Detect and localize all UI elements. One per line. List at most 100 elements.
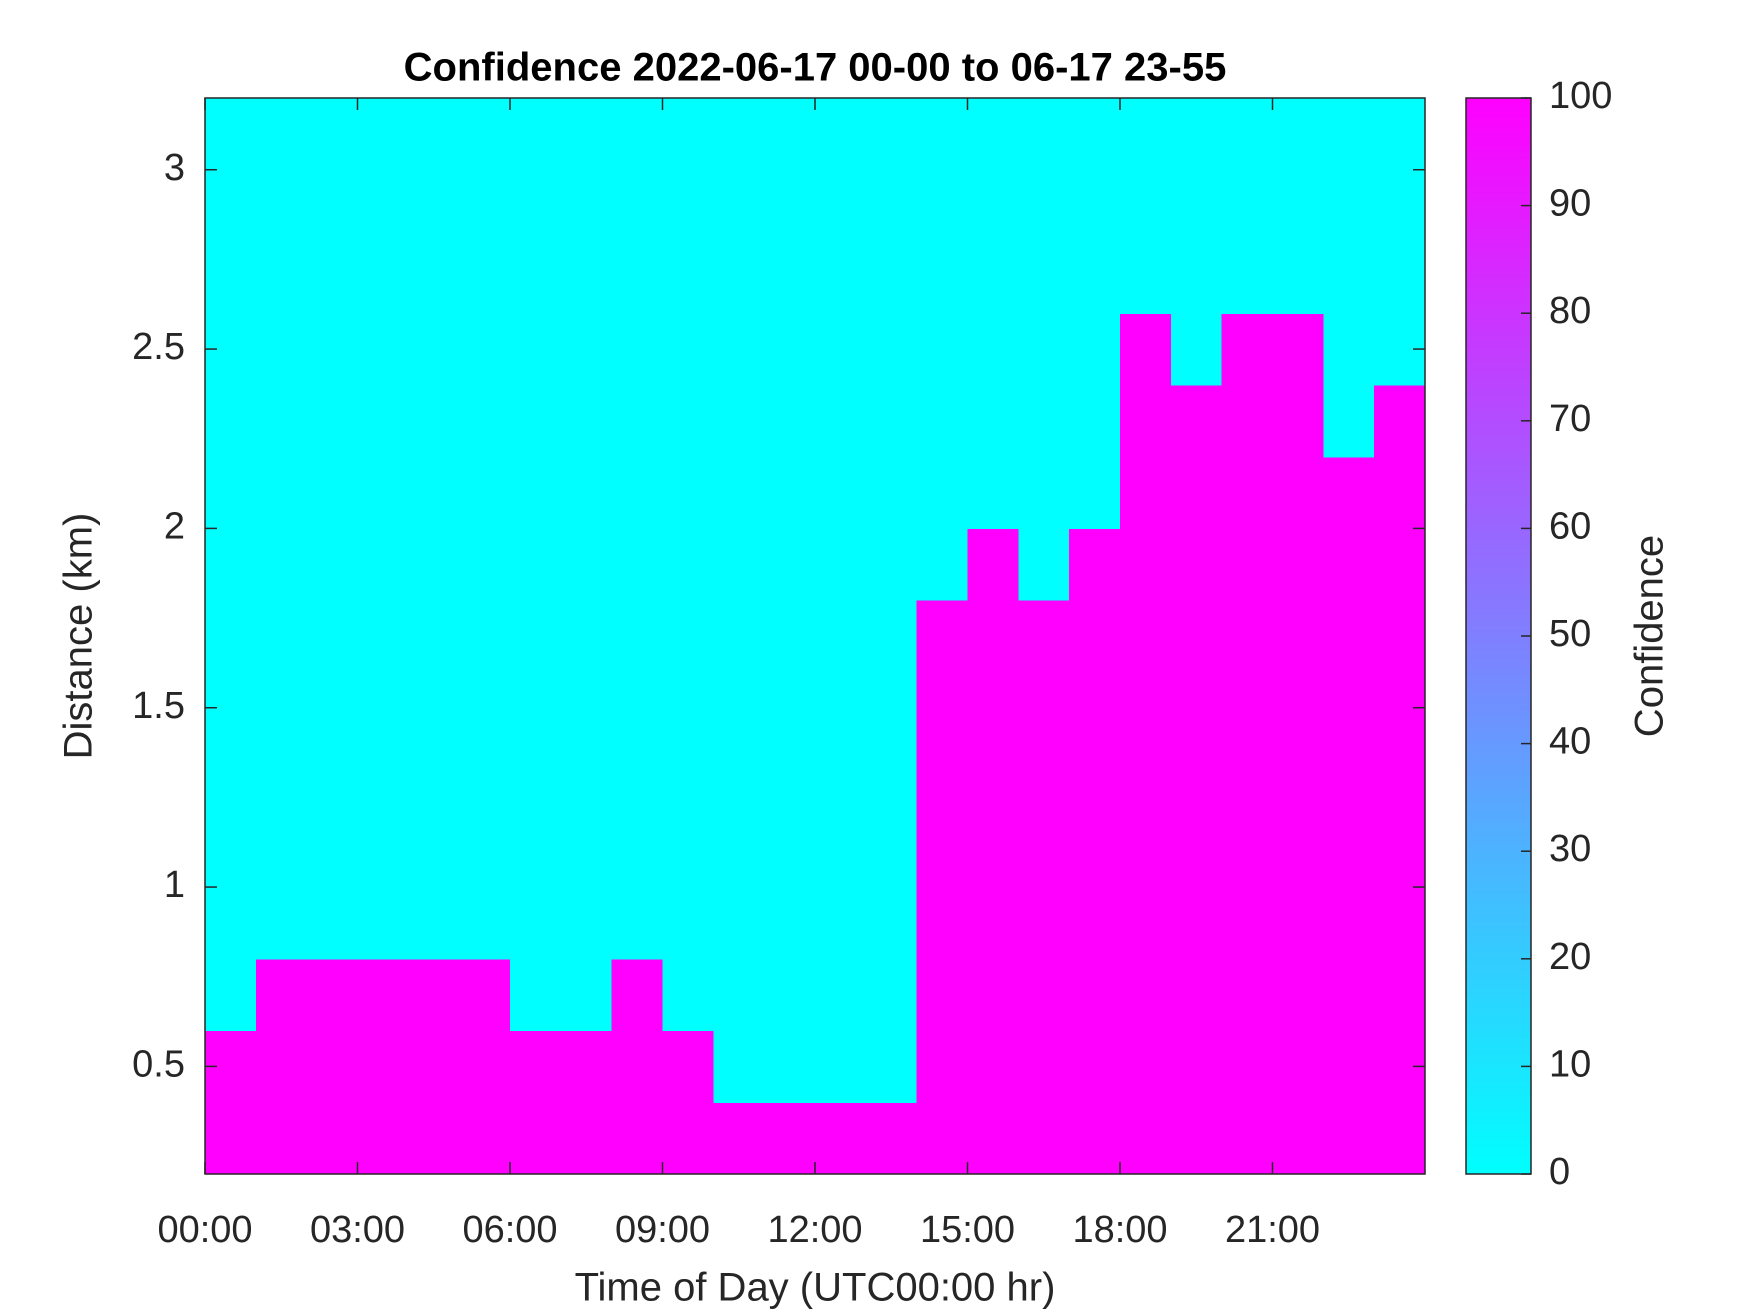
heatmap-cell [611, 887, 664, 960]
heatmap-cell [205, 384, 257, 458]
heatmap-cell [1221, 815, 1274, 888]
heatmap-cell [916, 241, 969, 314]
heatmap-cell [1120, 1030, 1172, 1103]
heatmap-cell [1069, 600, 1121, 673]
heatmap-cell [510, 313, 562, 386]
heatmap-cell [255, 1030, 308, 1103]
heatmap-cell [865, 1030, 918, 1103]
heatmap-cell [1069, 313, 1121, 386]
heatmap-cell [1221, 958, 1274, 1032]
heatmap-cell [865, 887, 918, 960]
heatmap-cell [205, 887, 257, 960]
heatmap-cell [1069, 98, 1121, 171]
heatmap-cell [1374, 815, 1426, 888]
heatmap-cell [1221, 600, 1274, 673]
heatmap-cell [967, 169, 1019, 243]
heatmap-cell [205, 169, 257, 243]
heatmap-cell [1323, 671, 1375, 745]
x-tick-label: 06:00 [462, 1209, 557, 1251]
heatmap-cell [560, 671, 613, 745]
heatmap-cell [1374, 241, 1426, 314]
heatmap-cell [916, 815, 969, 888]
heatmap-cell [1374, 958, 1426, 1032]
heatmap-cell [408, 958, 460, 1032]
heatmap-cell [560, 743, 613, 816]
heatmap-cell [865, 600, 918, 673]
heatmap-cell [1272, 815, 1324, 888]
colorbar-label: Confidence [1628, 535, 1672, 737]
colorbar-tick-label: 0 [1549, 1151, 1570, 1193]
colorbar [1465, 97, 1532, 1175]
heatmap-cell [560, 169, 613, 243]
colorbar-tick-label: 60 [1549, 505, 1591, 547]
heatmap-cell [205, 958, 257, 1032]
x-tick-label: 03:00 [310, 1209, 405, 1251]
heatmap-cell [815, 887, 867, 960]
heatmap-cell [1374, 169, 1426, 243]
heatmap-cell [255, 456, 308, 529]
heatmap-cell [1272, 98, 1324, 171]
heatmap-cell [306, 313, 359, 386]
heatmap-cell [611, 241, 664, 314]
heatmap-cell [306, 671, 359, 745]
heatmap-cell [357, 1030, 409, 1103]
heatmap-cell [611, 1030, 664, 1103]
heatmap-cell [459, 313, 511, 386]
heatmap-cell [357, 169, 409, 243]
heatmap-cell [357, 671, 409, 745]
heatmap-cell [1221, 1030, 1274, 1103]
heatmap-cell [967, 313, 1019, 386]
heatmap-cell [1069, 528, 1121, 601]
heatmap-cell [408, 600, 460, 673]
heatmap-cell [1069, 743, 1121, 816]
heatmap-cell [306, 958, 359, 1032]
heatmap-cell [1221, 98, 1274, 171]
heatmap-cell [713, 815, 765, 888]
heatmap-cell [764, 528, 816, 601]
heatmap-cell [1069, 958, 1121, 1032]
heatmap-cell [1120, 528, 1172, 601]
heatmap-cell [408, 671, 460, 745]
x-tick-label: 15:00 [920, 1209, 1015, 1251]
heatmap-cell [1323, 1030, 1375, 1103]
heatmap-cell [1170, 958, 1223, 1032]
heatmap-cell [865, 98, 918, 171]
heatmap-cell [255, 528, 308, 601]
heatmap-cell [306, 98, 359, 171]
heatmap-cell [1374, 887, 1426, 960]
heatmap-cell [408, 98, 460, 171]
heatmap-cell [1120, 241, 1172, 314]
heatmap-cell [916, 887, 969, 960]
heatmap-cell [459, 671, 511, 745]
heatmap-cell [306, 815, 359, 888]
heatmap-cell [1374, 743, 1426, 816]
heatmap-cell [1221, 456, 1274, 529]
heatmap-cell [1221, 384, 1274, 458]
heatmap-cell [713, 887, 765, 960]
heatmap-cell [865, 743, 918, 816]
heatmap-cell [1323, 528, 1375, 601]
y-tick-label: 3 [164, 147, 185, 189]
heatmap-cell [408, 1030, 460, 1103]
heatmap-cell [205, 743, 257, 816]
heatmap-cell [1069, 384, 1121, 458]
heatmap-cell [1170, 600, 1223, 673]
heatmap-cell [560, 1102, 613, 1175]
y-tick-label: 1 [164, 864, 185, 906]
heatmap-cell [1018, 671, 1070, 745]
heatmap-cell [815, 456, 867, 529]
heatmap-cell [611, 456, 664, 529]
heatmap-cell [916, 958, 969, 1032]
heatmap-cell [662, 600, 714, 673]
heatmap-cell [713, 384, 765, 458]
heatmap-cell [510, 1030, 562, 1103]
heatmap-cell [815, 313, 867, 386]
heatmap-cell [764, 169, 816, 243]
heatmap-cell [1221, 528, 1274, 601]
heatmap-cell [357, 958, 409, 1032]
y-tick-label: 1.5 [132, 685, 185, 727]
heatmap-cell [916, 600, 969, 673]
heatmap-cell [357, 743, 409, 816]
heatmap-cell [408, 456, 460, 529]
heatmap-cell [306, 169, 359, 243]
